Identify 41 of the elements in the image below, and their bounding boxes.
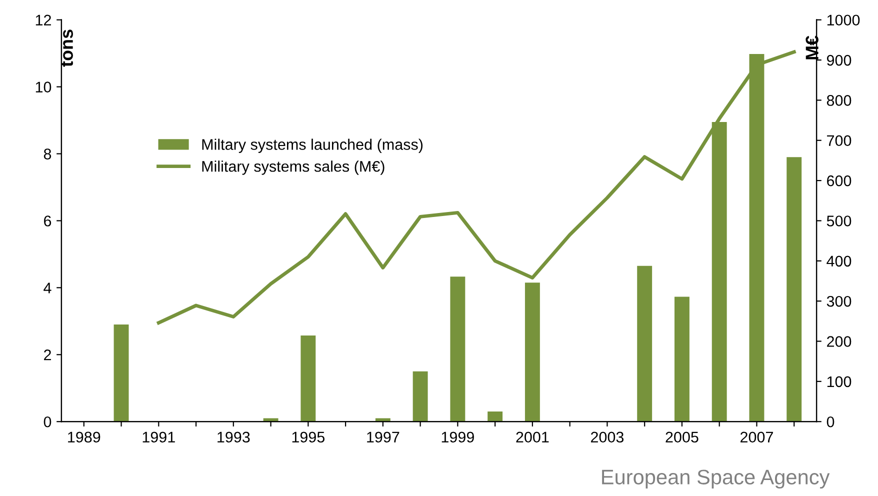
bar xyxy=(674,296,690,422)
y2-tick-label: 300 xyxy=(826,296,852,307)
x-tick-label: 2007 xyxy=(740,432,773,443)
y2-tick-label: 200 xyxy=(827,336,852,347)
x-tick-label: 1989 xyxy=(68,432,100,443)
bar xyxy=(637,266,652,422)
x-tick-label: 1997 xyxy=(367,432,400,443)
y-tick-label: 6 xyxy=(44,216,52,226)
y-tick-label: 10 xyxy=(36,82,52,92)
x-tick-label: 2003 xyxy=(590,432,624,443)
legend-label: Military systems sales (M€) xyxy=(202,160,384,175)
y2-tick-label: 100 xyxy=(827,376,852,388)
x-tick-label: 2001 xyxy=(516,432,549,443)
bar xyxy=(786,157,802,422)
bar xyxy=(450,276,466,422)
y2-tick-label: 600 xyxy=(827,175,852,186)
x-tick-label: 1995 xyxy=(292,432,325,443)
y-tick-label: 2 xyxy=(44,350,51,360)
bar xyxy=(114,324,129,422)
y2-tick-label: 700 xyxy=(827,135,852,146)
bar xyxy=(412,371,428,422)
bar xyxy=(524,282,540,422)
y-tick-label: 4 xyxy=(44,282,52,294)
y2-tick-label: 1000 xyxy=(827,14,860,26)
text: European Space Agency xyxy=(602,470,830,489)
bar xyxy=(488,412,503,422)
y2-tick-label: 0 xyxy=(826,416,834,428)
bar xyxy=(300,336,316,422)
legend-label: Miltary systems launched (mass) xyxy=(202,138,423,153)
x-tick-label: 1999 xyxy=(442,432,474,443)
y-tick-label: 0 xyxy=(44,416,52,428)
y-axis-title: tons xyxy=(61,30,73,67)
x-tick-label: 1991 xyxy=(142,432,175,443)
x-tick-label: 1993 xyxy=(218,432,250,443)
y2-tick-label: 500 xyxy=(826,216,852,226)
y-tick-label: 12 xyxy=(36,14,51,26)
y2-tick-label: 900 xyxy=(826,54,852,66)
y-tick-label: 8 xyxy=(44,148,52,160)
y2-tick-label: 800 xyxy=(826,95,852,106)
x-tick-label: 2005 xyxy=(666,432,698,443)
y2-tick-label: 400 xyxy=(826,256,852,267)
